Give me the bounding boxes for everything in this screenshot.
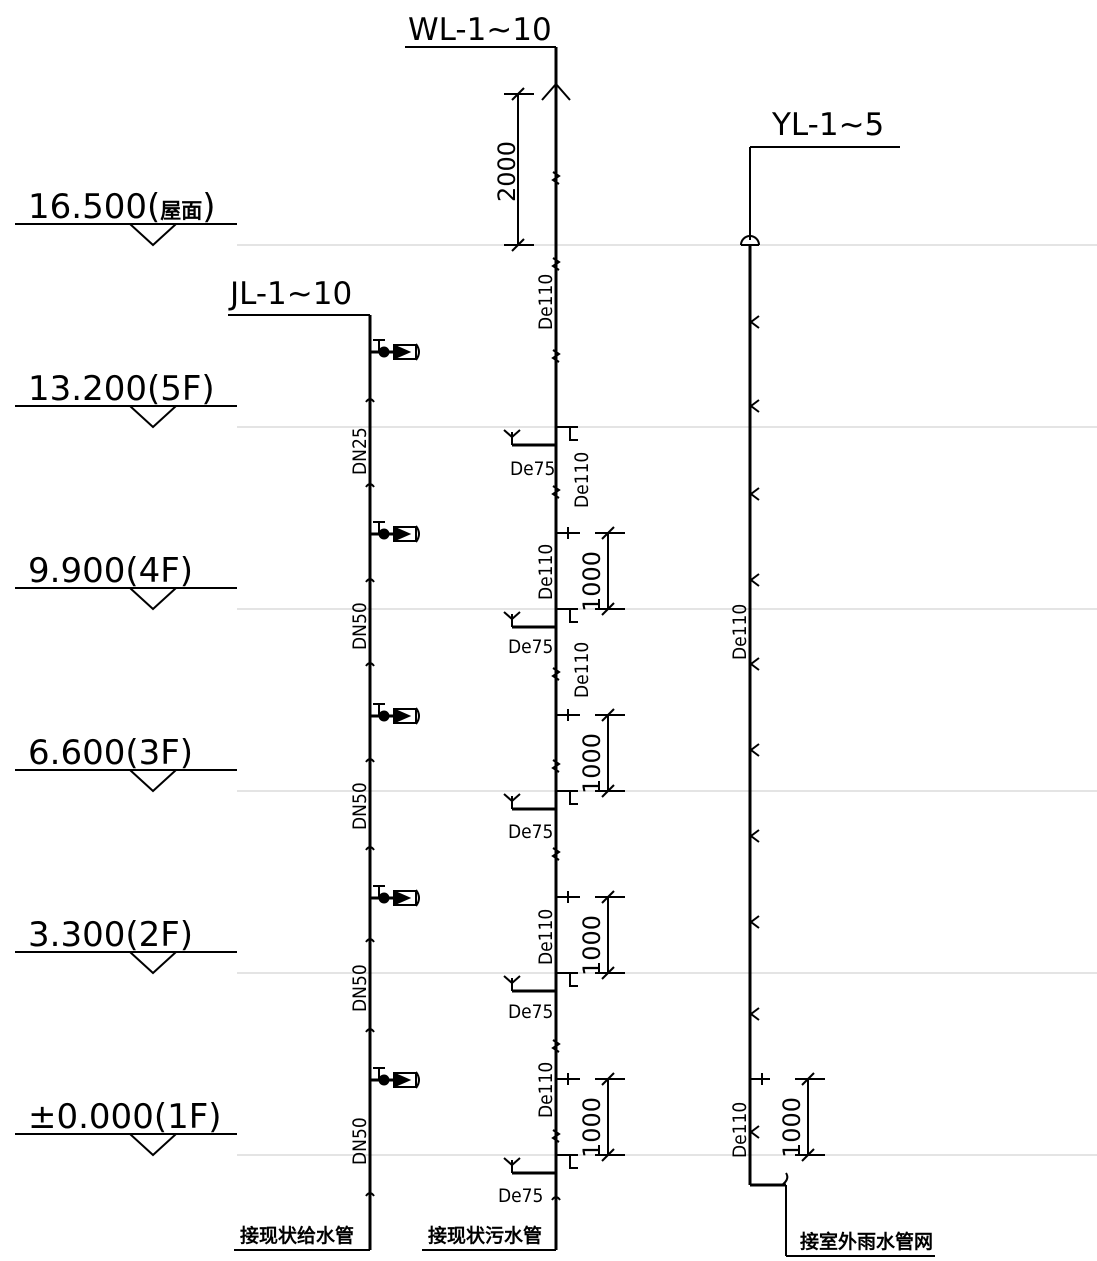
rainwater-size-main: De110 [729,604,751,660]
level-label-3f: 6.600(3F) [28,733,193,773]
sewage-branch-1f [503,1072,625,1201]
sewage-branch-3f [503,708,625,811]
sewage-branch-size-4f: De75 [508,636,553,658]
water-supply-size-5f: DN25 [349,427,371,475]
level-label-5f: 13.200(5F) [28,369,215,409]
valve-3f [370,703,420,725]
sewage-tag: WL-1~10 [408,12,552,48]
water-supply-size-4f: DN50 [349,602,371,650]
valve-5f [370,339,420,361]
sewage-size-1f: De110 [535,1062,557,1118]
sewage-branch-size-1f: De75 [498,1185,543,1207]
rainwater-note: 接室外雨水管网 [800,1230,933,1253]
rainwater-dim: 1000 [778,1097,806,1158]
sewage-size-2f: De110 [535,909,557,965]
sewage-riser [405,46,625,1251]
sewage-branch-5f [503,426,578,447]
sewage-dim-4f: 1000 [578,551,606,612]
water-supply-size-1f: DN50 [349,1117,371,1165]
floor-lines [237,244,1097,1156]
rainwater-size-bottom: De110 [729,1102,751,1158]
sewage-branch-4f [503,526,625,629]
sewage-size-upper-5f: De110 [571,452,593,508]
water-supply-tag: JL-1~10 [228,276,352,312]
sewage-dim-2f: 1000 [578,915,606,976]
sewage-size-4f: De110 [535,544,557,600]
level-label-2f: 3.300(2F) [28,915,193,955]
rainwater-riser [740,146,935,1257]
sewage-branch-size-5f: De75 [510,458,555,480]
level-label-roof: 16.500(屋面) [28,187,216,227]
sewage-branch-size-3f: De75 [508,821,553,843]
sewage-branch-2f [503,890,625,993]
water-supply-riser [228,314,420,1251]
water-supply-note: 接现状给水管 [240,1224,354,1247]
valve-2f [370,885,420,907]
sewage-branch-size-2f: De75 [508,1001,553,1023]
elevation-markers [15,223,237,1157]
level-label-4f: 9.900(4F) [28,551,193,591]
water-supply-size-2f: DN50 [349,964,371,1012]
rainwater-tag: YL-1~5 [771,107,884,143]
sewage-dim-1f: 1000 [578,1097,606,1158]
sewage-note: 接现状污水管 [428,1224,542,1247]
valve-4f [370,521,420,543]
water-supply-size-3f: DN50 [349,782,371,830]
sewage-size-upper-4f: De110 [571,642,593,698]
valve-1f [370,1067,420,1089]
sewage-size-roof: De110 [535,274,557,330]
sewage-vent-dim: 2000 [493,141,521,202]
sewage-dim-3f: 1000 [578,733,606,794]
level-label-1f: ±0.000(1F) [28,1097,222,1137]
